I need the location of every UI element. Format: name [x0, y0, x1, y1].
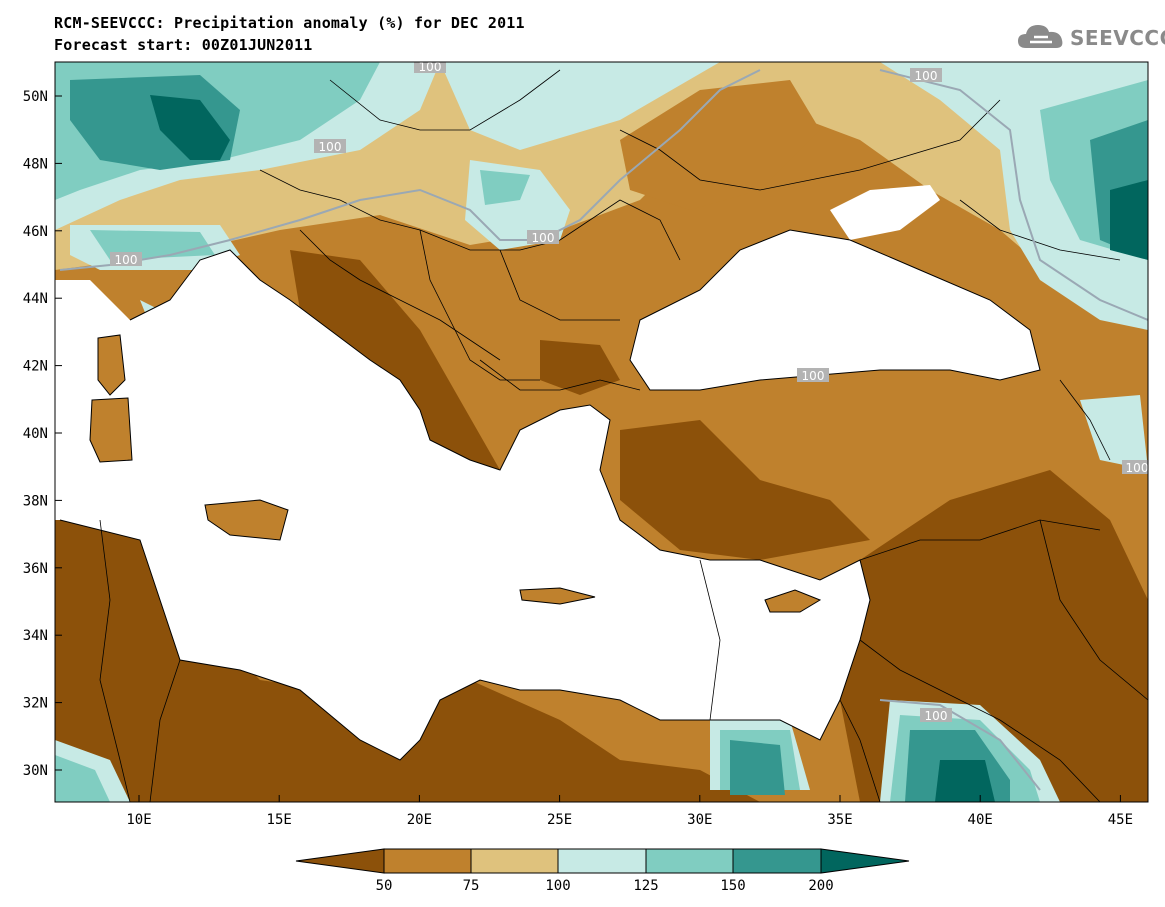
anomaly-lt50-anatolia — [620, 420, 870, 560]
sardinia — [90, 398, 132, 462]
contour-label: 100 — [319, 140, 342, 154]
colorbar-lt50 — [295, 848, 385, 874]
lon-label: 25E — [547, 812, 572, 828]
lat-label: 38N — [23, 493, 48, 509]
lon-label: 40E — [968, 812, 993, 828]
colorbar-125-150 — [645, 848, 734, 874]
colorbar-label: 100 — [545, 878, 570, 894]
contour-label: 100 — [1126, 461, 1149, 475]
cloud-icon — [1018, 25, 1063, 48]
latitude-axis: 50N 48N 46N 44N 42N 40N 38N 36N 34N 32N 30N — [23, 89, 62, 779]
lon-label: 35E — [827, 812, 852, 828]
colorbar-label: 75 — [463, 878, 480, 894]
seevccc-logo: SEEVCCC — [1016, 20, 1165, 54]
lat-label: 34N — [23, 628, 48, 644]
lat-label: 40N — [23, 426, 48, 442]
logo-text: SEEVCCC — [1070, 26, 1165, 50]
lat-label: 42N — [23, 359, 48, 375]
coastlines — [59, 229, 1041, 761]
colorbar-50-75 — [383, 848, 472, 874]
lat-label: 44N — [23, 291, 48, 307]
colorbar-100-125 — [557, 848, 647, 874]
contour-100-line — [59, 69, 1148, 321]
lat-label: 46N — [23, 224, 48, 240]
contour-label: 100 — [419, 60, 442, 74]
lon-label: 10E — [126, 812, 151, 828]
contour-label: 100 — [532, 231, 555, 245]
chart-title: RCM-SEEVCCC: Precipitation anomaly (%) f… — [54, 14, 525, 32]
lat-label: 30N — [23, 763, 48, 779]
lon-label: 15E — [267, 812, 292, 828]
corsica — [98, 335, 125, 395]
colorbar-label: 50 — [376, 878, 393, 894]
colorbar-label: 125 — [633, 878, 658, 894]
colorbar-label: 150 — [720, 878, 745, 894]
sea-of-azov — [830, 185, 940, 240]
contour-label: 100 — [802, 369, 825, 383]
lon-label: 30E — [687, 812, 712, 828]
country-borders — [99, 69, 1148, 802]
lon-label: 20E — [407, 812, 432, 828]
contour-label: 100 — [925, 709, 948, 723]
lat-label: 36N — [23, 561, 48, 577]
black-sea — [630, 230, 1040, 390]
contour-labels: 100 100 100 100 100 100 100 100 — [110, 60, 1149, 723]
contour-label: 100 — [915, 69, 938, 83]
lat-label: 50N — [23, 89, 48, 105]
sicily — [205, 500, 288, 540]
anomaly-gt200-core — [150, 95, 230, 160]
lat-label: 48N — [23, 156, 48, 172]
colorbar-150-200 — [732, 848, 822, 874]
anomaly-lt50-north-africa — [55, 510, 760, 802]
colorbar-gt200 — [820, 848, 910, 874]
forecast-start-label: Forecast start: 00Z01JUN2011 — [54, 36, 313, 54]
mediterranean-sea — [55, 250, 870, 760]
map-field: 100 100 100 100 100 100 100 100 — [55, 60, 1149, 802]
longitude-axis: 10E 15E 20E 25E 30E 35E 40E 45E — [126, 795, 1133, 828]
lat-label: 32N — [23, 696, 48, 712]
lon-label: 45E — [1108, 812, 1133, 828]
colorbar-label: 200 — [808, 878, 833, 894]
crete — [520, 588, 595, 604]
contour-label: 100 — [115, 253, 138, 267]
map-frame — [54, 61, 1149, 803]
colorbar-75-100 — [470, 848, 559, 874]
colorbar: 50 75 100 125 150 200 — [295, 848, 910, 894]
